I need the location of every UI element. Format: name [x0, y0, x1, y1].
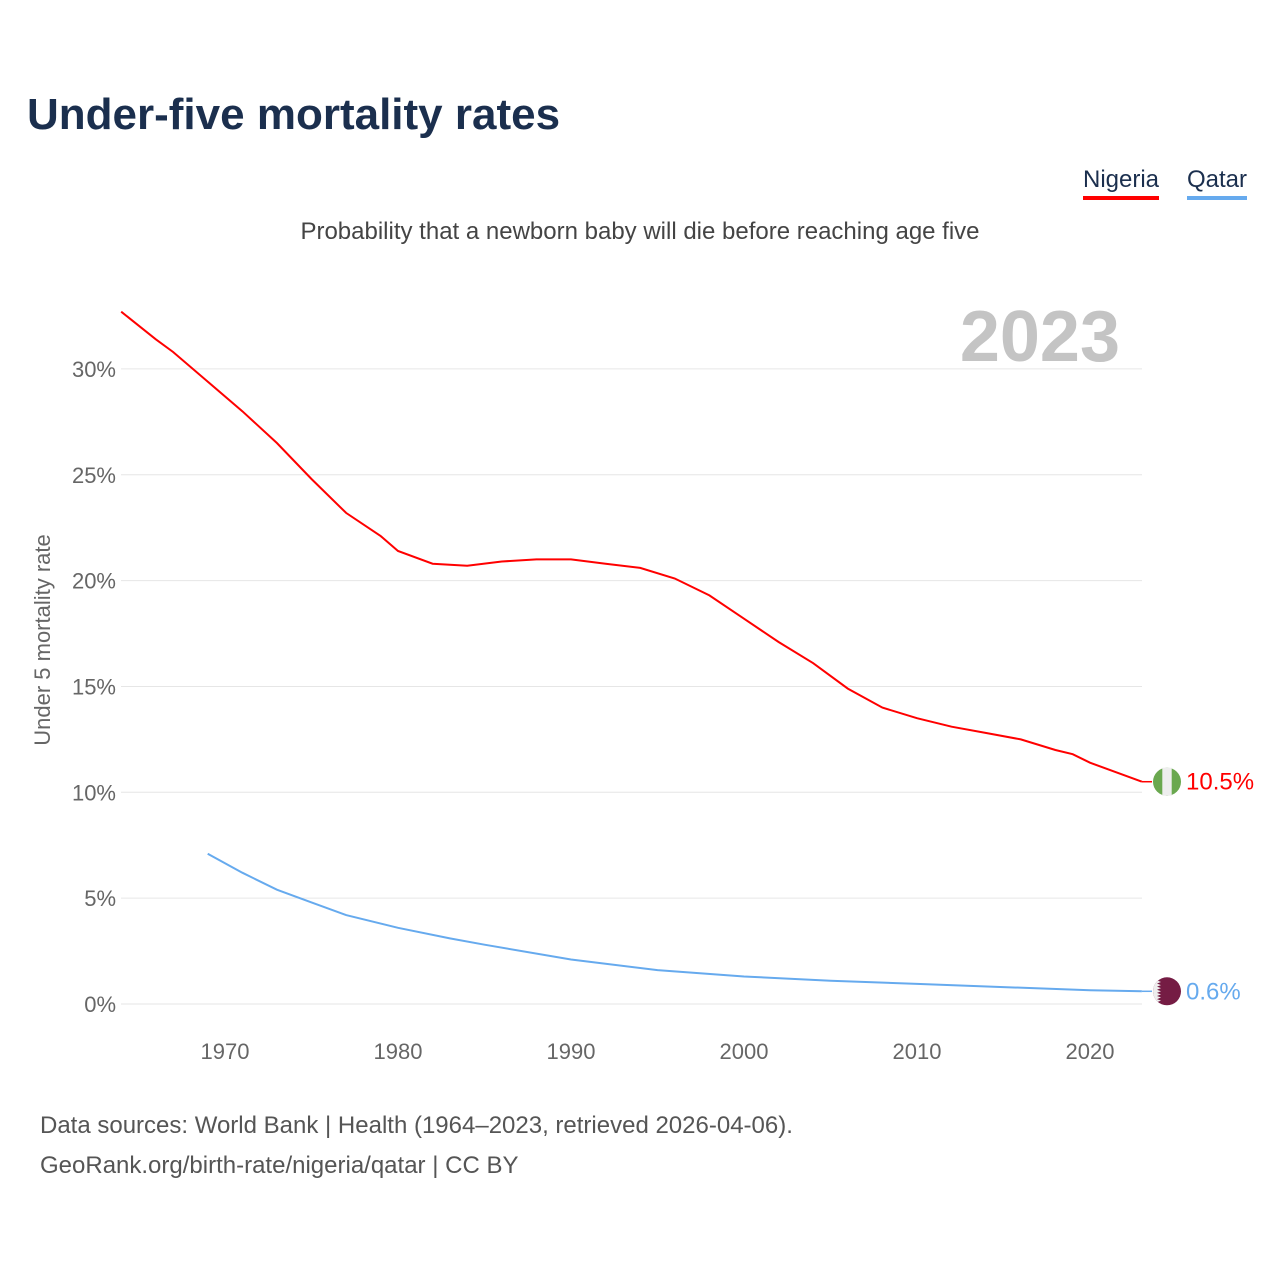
y-tick-label: 5%	[84, 886, 116, 911]
x-tick-label: 2020	[1066, 1039, 1115, 1064]
x-tick-label: 1970	[201, 1039, 250, 1064]
x-tick-label: 2000	[720, 1039, 769, 1064]
qatar-flag-icon	[1153, 977, 1181, 1006]
year-label: 2023	[960, 297, 1120, 377]
source-link[interactable]: GeoRank.org/birth-rate/nigeria/qatar | C…	[40, 1152, 519, 1179]
legend-qatar[interactable]: Qatar	[1187, 166, 1248, 200]
chart-subtitle: Probability that a newborn baby will die…	[300, 218, 980, 245]
y-tick-label: 10%	[72, 780, 116, 805]
x-tick-label: 2010	[893, 1039, 942, 1064]
y-tick-label: 20%	[72, 569, 116, 594]
end-value-label: 10.5%	[1186, 769, 1254, 796]
x-tick-label: 1990	[547, 1039, 596, 1064]
y-tick-label: 25%	[72, 463, 116, 488]
legend-nigeria[interactable]: Nigeria	[1083, 166, 1160, 200]
nigeria-flag-stripe	[1162, 767, 1172, 796]
y-tick-label: 30%	[72, 357, 116, 382]
page-title: Under-five mortality rates	[27, 90, 561, 139]
y-tick-label: 0%	[84, 992, 116, 1017]
x-tick-label: 1980	[374, 1039, 423, 1064]
qatar-flag-serration	[1153, 977, 1161, 1006]
end-value-label: 0.6%	[1186, 978, 1241, 1005]
series-line-nigeria	[120, 310, 1143, 783]
series-line-qatar	[207, 852, 1142, 993]
source-note: Data sources: World Bank | Health (1964–…	[40, 1106, 793, 1186]
y-axis-label: Under 5 mortality rate	[30, 534, 55, 746]
source-line: Data sources: World Bank | Health (1964–…	[40, 1112, 793, 1139]
y-tick-label: 15%	[72, 674, 116, 699]
